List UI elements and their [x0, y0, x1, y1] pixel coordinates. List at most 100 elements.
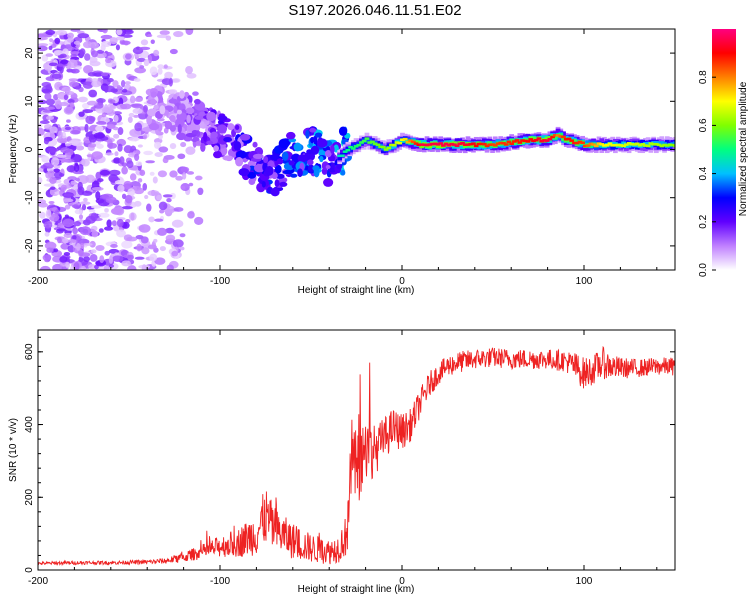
spectrogram-noise-blob	[152, 176, 158, 184]
spectrogram-band-segment	[416, 143, 422, 147]
spectrogram-noise-blob	[71, 204, 80, 209]
spectrogram-noise-blob	[103, 104, 109, 113]
spectrogram-ridge-blob	[238, 168, 250, 177]
spectrogram-band-segment	[561, 135, 566, 139]
spectrogram-noise-blob	[48, 45, 53, 51]
spectrogram-ridge-blob	[314, 132, 323, 138]
spectrogram-ridge-blob	[222, 155, 234, 161]
spectrogram-noise-blob	[132, 108, 143, 115]
spectrogram-noise-blob	[38, 43, 49, 47]
spectrogram-noise-blob	[123, 145, 133, 154]
spectrogram-noise-blob	[186, 72, 197, 79]
spectrogram-ridge-blob	[213, 150, 222, 159]
spectrogram-noise-blob	[67, 32, 74, 39]
spectrogram-band-segment	[604, 143, 610, 147]
spectrogram-band-segment	[419, 143, 424, 149]
spectrogram-noise-blob	[134, 97, 143, 103]
spectrogram-noise-blob	[153, 141, 161, 149]
spectrogram-band-segment	[348, 145, 353, 149]
spectrogram-noise-blob	[73, 163, 80, 172]
spectrogram-noise-blob	[84, 123, 89, 133]
spectrogram-ridge-blob	[173, 94, 178, 101]
spectrogram-band-segment	[536, 137, 542, 145]
spectrogram-noise-blob	[49, 38, 54, 43]
spectrogram-ridge-blob	[285, 131, 296, 140]
spectrogram-noise-blob	[127, 116, 133, 123]
spectrogram-ridge-blob	[233, 141, 242, 151]
spectrogram-band-segment	[536, 137, 542, 140]
spectrogram-x-axis-label: Height of straight line (km)	[298, 285, 415, 296]
spectrogram-band-segment	[648, 143, 654, 148]
spectrogram-ridge-blob	[270, 187, 280, 197]
spectrogram-noise-blob	[38, 99, 47, 105]
spectrogram-noise-blob	[95, 190, 101, 200]
spectrogram-ridge-blob	[169, 115, 176, 122]
spectrogram-band-segment	[411, 140, 416, 144]
spectrogram-noise-blob	[70, 29, 81, 32]
spectrogram-noise-blob	[70, 180, 77, 185]
spectrogram-band-segment	[667, 143, 673, 147]
spectrogram-band-segment	[509, 142, 515, 146]
y-tick-label: 200	[24, 488, 35, 505]
spectrogram-band-segment	[664, 144, 670, 147]
spectrogram-noise-blob	[45, 98, 55, 106]
spectrogram-band-segment	[372, 142, 378, 146]
spectrogram-noise-blob	[91, 230, 99, 238]
spectrogram-band-segment	[645, 141, 651, 147]
spectrogram-noise-blob	[106, 219, 112, 228]
spectrogram-band-segment	[623, 143, 629, 146]
spectrogram-noise-blob	[114, 179, 127, 185]
spectrogram-band-segment	[596, 142, 602, 145]
spectrogram-noise-blob	[63, 251, 71, 256]
spectrogram-noise-blob	[81, 204, 87, 211]
spectrogram-noise-blob	[44, 93, 52, 100]
spectrogram-noise-blob	[53, 116, 59, 120]
spectrogram-band-segment	[651, 143, 656, 146]
spectrogram-noise-blob	[180, 166, 190, 173]
spectrogram-noise-blob	[136, 57, 146, 62]
spectrogram-noise-blob	[157, 227, 168, 236]
spectrogram-ridge-blob	[216, 124, 228, 134]
spectrogram-noise-blob	[134, 256, 145, 260]
spectrogram-noise-blob	[45, 171, 52, 179]
spectrogram-band-segment	[509, 138, 515, 144]
snr-plot-area	[38, 330, 675, 570]
spectrogram-ridge-blob	[169, 125, 176, 132]
spectrogram-ridge-blob	[176, 109, 183, 115]
spectrogram-ridge-blob	[193, 98, 201, 105]
spectrogram-ridge-blob	[239, 133, 251, 141]
spectrogram-band-segment	[419, 143, 424, 146]
spectrogram-noise-blob	[67, 239, 77, 243]
spectrogram-noise-blob	[162, 157, 169, 164]
spectrogram-band-segment	[528, 138, 534, 141]
spectrogram-band-segment	[555, 134, 561, 137]
spectrogram-noise-blob	[156, 194, 162, 201]
spectrogram-noise-blob	[149, 253, 158, 262]
spectrogram-ridge-blob	[290, 173, 298, 178]
spectrogram-band-segment	[585, 144, 591, 147]
snr-panel: -200 -100 0 100 0 200 400 600 Height of straig…	[8, 329, 676, 595]
spectrogram-noise-blob	[117, 127, 124, 135]
spectrogram-noise-blob	[46, 147, 58, 153]
spectrogram-noise-blob	[70, 56, 80, 60]
spectrogram-band-segment	[566, 137, 572, 141]
spectrogram-noise-blob	[172, 239, 184, 248]
spectrogram-noise-blob	[63, 94, 69, 101]
spectrogram-noise-blob	[130, 212, 135, 221]
spectrogram-noise-blob	[121, 206, 133, 210]
spectrogram-ridge-blob	[293, 142, 302, 152]
spectrogram-noise-blob	[101, 72, 109, 77]
spectrogram-noise-blob	[79, 242, 85, 249]
spectrogram-noise-blob	[85, 115, 95, 125]
snr-y-ticks: 0 200 400 600	[24, 336, 675, 573]
spectrogram-band-segment	[397, 139, 403, 144]
spectrogram-band-segment	[664, 139, 670, 147]
spectrogram-ridge-blob	[186, 124, 197, 132]
snr-x-ticks: -200 -100 0 100	[28, 330, 658, 587]
spectrogram-noise-blob	[146, 203, 152, 212]
spectrogram-band-segment	[533, 138, 539, 142]
spectrogram-ridge-blob	[200, 142, 206, 152]
spectrogram-band-segment	[558, 135, 564, 138]
spectrogram-ridge-blob	[340, 169, 346, 176]
spectrogram-band-segment	[552, 134, 558, 137]
